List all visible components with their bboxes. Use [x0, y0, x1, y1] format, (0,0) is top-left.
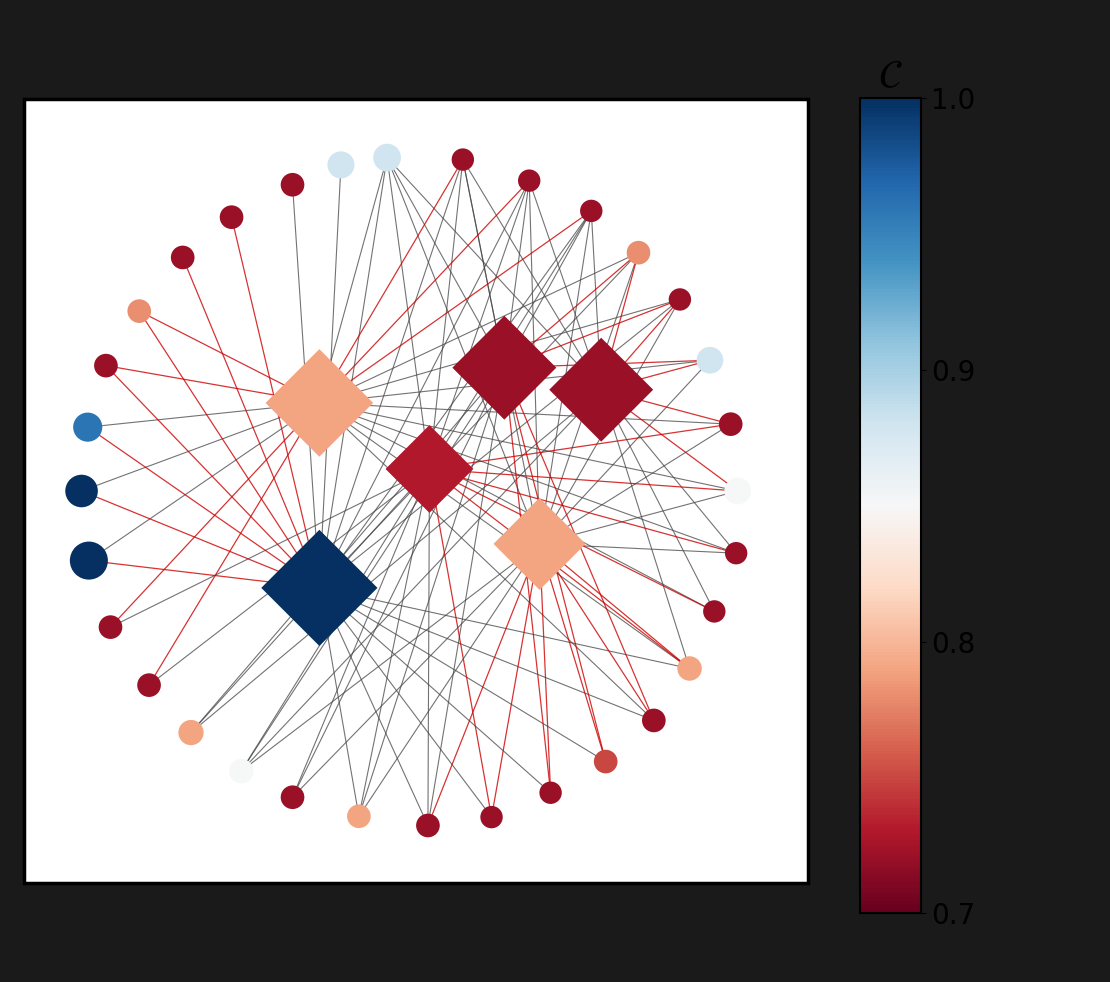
Point	[421, 462, 438, 477]
Point	[130, 303, 148, 319]
Point	[102, 620, 120, 635]
Point	[729, 483, 747, 499]
Point	[350, 808, 367, 824]
Point	[232, 763, 250, 779]
Point	[311, 395, 329, 410]
Point	[284, 177, 302, 192]
Point	[311, 580, 329, 596]
Point	[223, 209, 241, 225]
Point	[542, 785, 559, 800]
Point	[702, 353, 719, 368]
Point	[629, 245, 647, 260]
Point	[680, 661, 698, 677]
Point	[583, 203, 601, 219]
Point	[284, 790, 302, 805]
Point	[645, 713, 663, 729]
Point	[80, 553, 98, 569]
Point	[593, 382, 610, 398]
Point	[454, 151, 472, 167]
Point	[182, 725, 200, 740]
Title: $\mathcal{C}$: $\mathcal{C}$	[878, 61, 904, 95]
Point	[521, 173, 538, 189]
Point	[72, 483, 90, 499]
Point	[495, 359, 513, 375]
Point	[483, 809, 501, 825]
Point	[722, 416, 739, 432]
Point	[379, 149, 396, 165]
Point	[672, 292, 689, 307]
Point	[420, 818, 437, 834]
Point	[597, 754, 615, 770]
Point	[97, 357, 114, 373]
Point	[706, 604, 724, 620]
Point	[531, 536, 548, 552]
Point	[79, 419, 97, 435]
Point	[140, 678, 158, 693]
Point	[332, 157, 350, 173]
Point	[727, 545, 745, 561]
FancyBboxPatch shape	[24, 99, 808, 883]
Point	[174, 249, 192, 265]
